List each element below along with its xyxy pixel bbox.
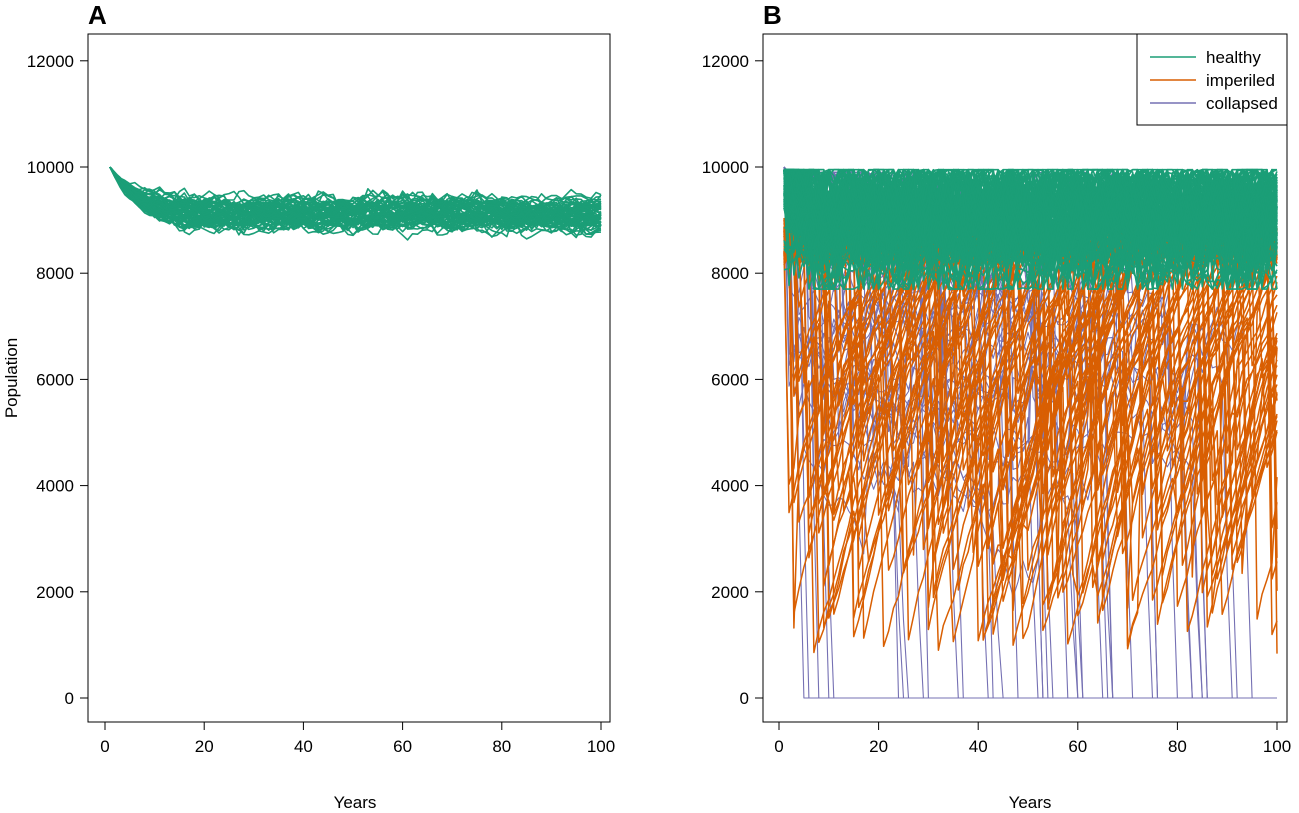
legend-label-collapsed: collapsed bbox=[1206, 94, 1278, 113]
y-axis-a: 0 2000 4000 6000 8000 10000 12000 bbox=[27, 52, 89, 708]
x-axis-title-a: Years bbox=[334, 793, 377, 812]
healthy-trajectory bbox=[784, 168, 1278, 282]
healthy-trajectory bbox=[109, 166, 602, 230]
healthy-trajectory bbox=[783, 168, 1278, 290]
x-tick-label: 80 bbox=[1168, 737, 1187, 756]
imperiled-trajectory bbox=[783, 221, 1278, 582]
y-tick-label: 10000 bbox=[702, 158, 749, 177]
healthy-trajectory bbox=[783, 168, 1277, 290]
x-tick-label: 20 bbox=[195, 737, 214, 756]
healthy-trajectory bbox=[784, 168, 1278, 278]
y-tick-label: 2000 bbox=[36, 583, 74, 602]
healthy-trajectory bbox=[783, 168, 1278, 290]
series-lines-b bbox=[783, 166, 1278, 699]
y-tick-label: 12000 bbox=[702, 52, 749, 71]
healthy-trajectory bbox=[109, 166, 602, 229]
panel-label-b: B bbox=[763, 0, 782, 30]
x-tick-label: 100 bbox=[587, 737, 615, 756]
imperiled-trajectory bbox=[783, 223, 1278, 539]
x-tick-label: 40 bbox=[969, 737, 988, 756]
y-tick-label: 12000 bbox=[27, 52, 74, 71]
x-axis-b: 0 20 40 60 80 100 bbox=[774, 721, 1291, 756]
x-tick-label: 100 bbox=[1263, 737, 1291, 756]
healthy-trajectory bbox=[109, 166, 602, 219]
panel-label-a: A bbox=[88, 0, 107, 30]
healthy-trajectory bbox=[783, 168, 1278, 290]
x-tick-label: 80 bbox=[492, 737, 511, 756]
y-tick-label: 4000 bbox=[711, 477, 749, 496]
x-tick-label: 60 bbox=[393, 737, 412, 756]
y-tick-label: 10000 bbox=[27, 158, 74, 177]
x-tick-label: 0 bbox=[100, 737, 109, 756]
legend: healthy imperiled collapsed bbox=[1136, 33, 1288, 126]
y-tick-label: 2000 bbox=[711, 583, 749, 602]
x-tick-label: 20 bbox=[869, 737, 888, 756]
x-tick-label: 0 bbox=[774, 737, 783, 756]
imperiled-trajectory bbox=[783, 221, 1278, 624]
x-axis-a: 0 20 40 60 80 100 bbox=[100, 721, 615, 756]
y-tick-label: 0 bbox=[65, 689, 74, 708]
y-tick-label: 6000 bbox=[36, 370, 74, 389]
y-tick-label: 8000 bbox=[36, 264, 74, 283]
plot-frame-a bbox=[87, 33, 611, 723]
legend-label-imperiled: imperiled bbox=[1206, 71, 1275, 90]
healthy-trajectory bbox=[109, 166, 602, 236]
y-axis-b: 0 2000 4000 6000 8000 10000 12000 bbox=[702, 52, 764, 708]
y-tick-label: 4000 bbox=[36, 477, 74, 496]
x-axis-title-b: Years bbox=[1009, 793, 1052, 812]
y-axis-title-a: Population bbox=[2, 338, 21, 418]
y-tick-label: 6000 bbox=[711, 370, 749, 389]
series-lines-a bbox=[109, 166, 602, 241]
y-tick-label: 0 bbox=[740, 689, 749, 708]
panel-a: A 0 20 40 60 80 100 0 2000 4000 6000 8000 10000 120… bbox=[2, 0, 615, 812]
x-tick-label: 40 bbox=[294, 737, 313, 756]
panel-b: B 0 20 40 60 80 100 0 2000 4000 6000 8000 10000 120… bbox=[702, 0, 1291, 812]
x-tick-label: 60 bbox=[1068, 737, 1087, 756]
healthy-trajectory bbox=[109, 166, 602, 216]
imperiled-trajectory bbox=[783, 216, 1278, 631]
legend-label-healthy: healthy bbox=[1206, 48, 1261, 67]
y-tick-label: 8000 bbox=[711, 264, 749, 283]
